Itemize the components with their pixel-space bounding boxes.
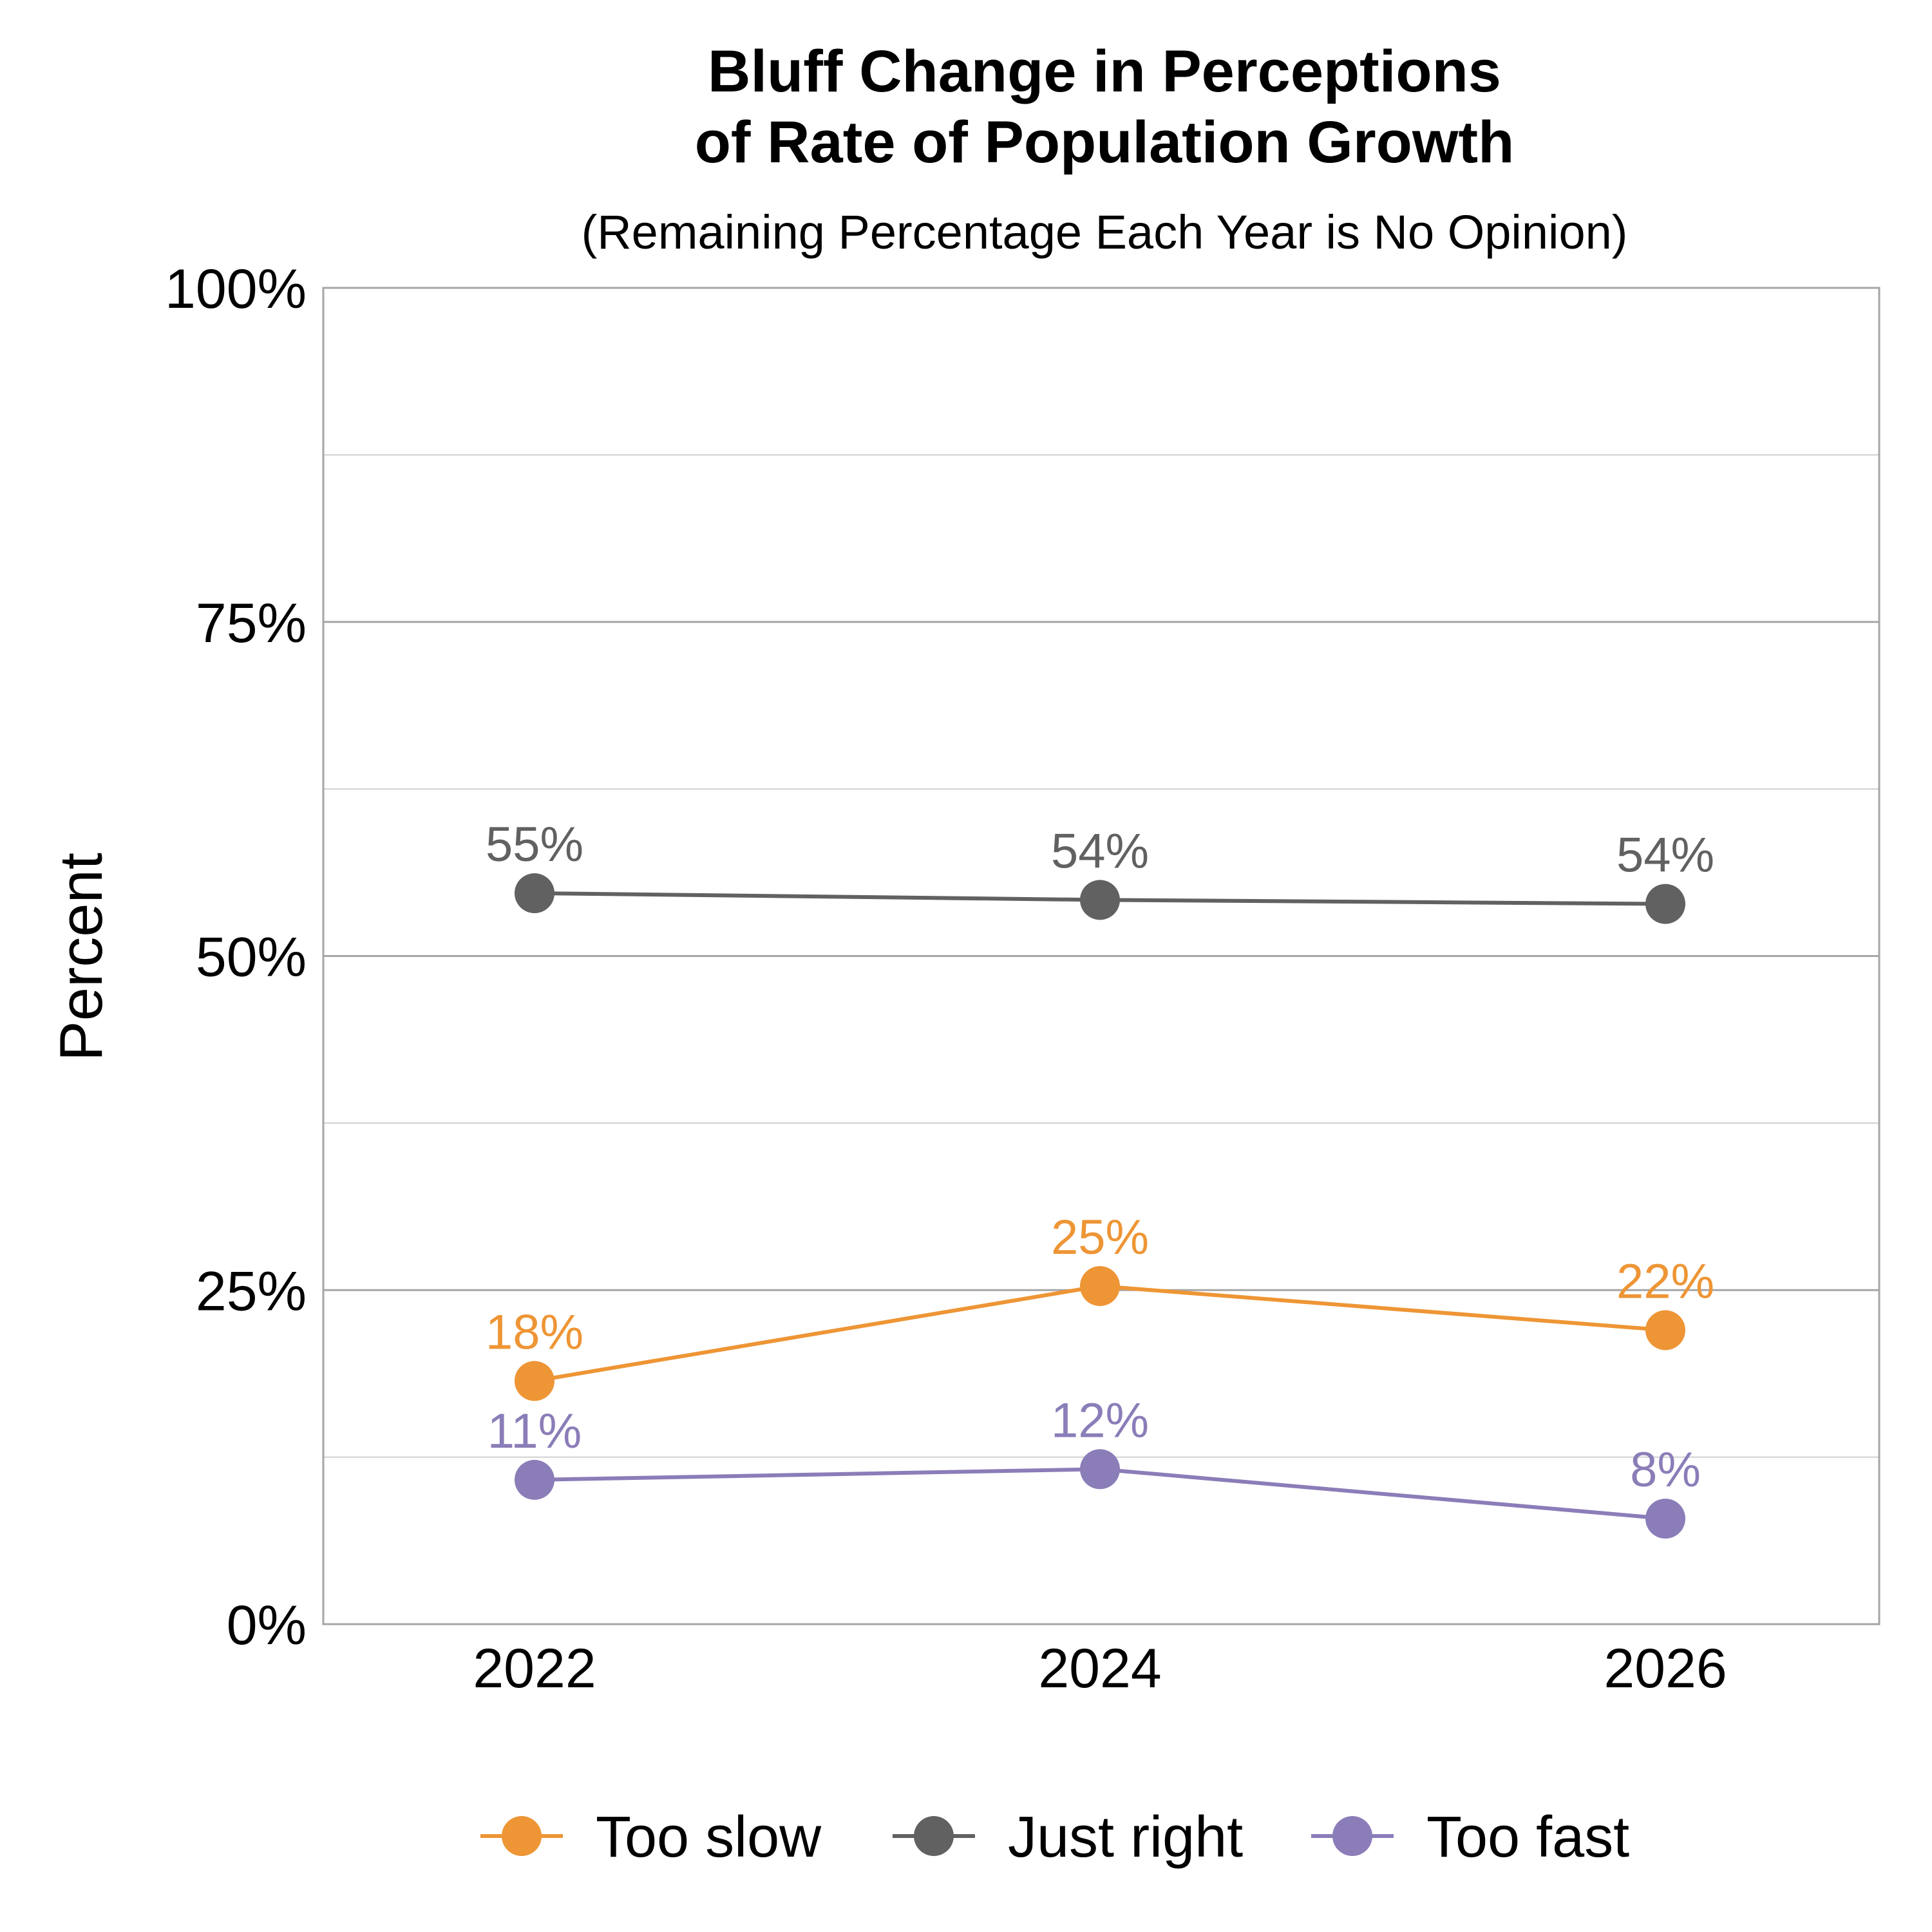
data-point (1080, 1266, 1120, 1307)
chart-subtitle: (Remaining Percentage Each Year is No Op… (582, 205, 1628, 259)
legend-marker (502, 1816, 542, 1856)
x-tick-label: 2024 (1038, 1638, 1161, 1700)
data-label: 11% (488, 1404, 582, 1459)
data-label: 12% (1051, 1393, 1149, 1448)
data-label: 22% (1616, 1255, 1714, 1309)
y-axis-ticks: 0% 25% 50% 75% 100% (165, 258, 307, 1656)
plot-border (322, 287, 1880, 1625)
data-label: 55% (486, 817, 583, 872)
series-too-slow: 18% 25% 22% (486, 1210, 1714, 1401)
data-point (515, 873, 554, 913)
chart-title-line-2: of Rate of Population Growth (695, 109, 1515, 175)
legend-marker (1332, 1816, 1372, 1856)
x-tick-label: 2026 (1604, 1638, 1727, 1700)
y-tick-label: 100% (165, 258, 307, 320)
data-label: 54% (1616, 828, 1714, 883)
legend-label: Too slow (596, 1805, 822, 1870)
data-label: 54% (1051, 824, 1149, 878)
data-label: 18% (486, 1305, 583, 1359)
data-point (515, 1361, 554, 1401)
y-tick-label: 75% (196, 592, 307, 654)
data-point (1080, 880, 1120, 920)
y-tick-label: 0% (227, 1595, 307, 1656)
data-label: 8% (1630, 1443, 1701, 1497)
series-too-fast: 11% 12% 8% (488, 1393, 1701, 1539)
data-label: 25% (1051, 1210, 1149, 1265)
data-point (1645, 884, 1685, 924)
data-point (1645, 1310, 1685, 1350)
y-tick-label: 25% (196, 1260, 307, 1322)
data-point (1645, 1499, 1685, 1539)
data-point (1080, 1449, 1120, 1490)
legend-label: Too fast (1426, 1805, 1629, 1870)
y-axis-label: Percent (47, 853, 115, 1061)
data-point (515, 1459, 554, 1500)
y-tick-label: 50% (196, 927, 307, 989)
legend-marker (914, 1816, 954, 1856)
x-tick-label: 2022 (473, 1638, 596, 1700)
x-axis-ticks: 2022 2024 2026 (473, 1638, 1727, 1700)
chart-title-line-1: Bluff Change in Perceptions (708, 39, 1501, 104)
series-just-right: 55% 54% 54% (486, 817, 1714, 924)
legend: Too slow Just right Too fast (480, 1805, 1629, 1870)
series-group: 18% 25% 22% 55% 54% 54% 11% 12% 8% (486, 817, 1714, 1539)
legend-label: Just right (1008, 1805, 1243, 1870)
